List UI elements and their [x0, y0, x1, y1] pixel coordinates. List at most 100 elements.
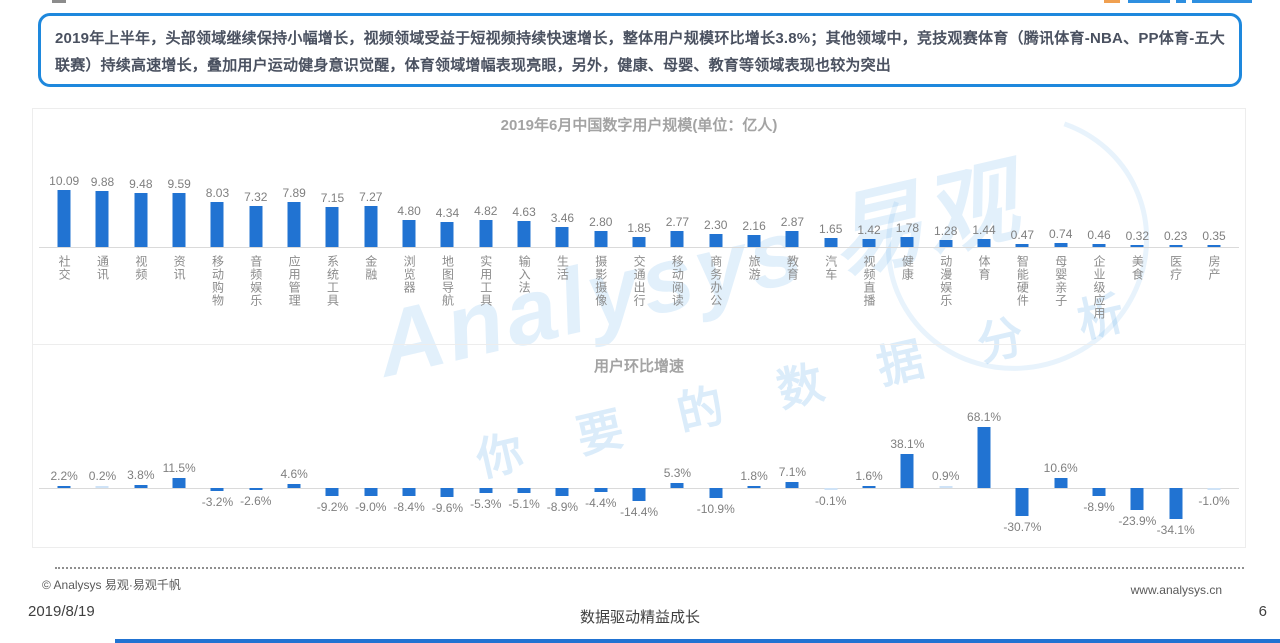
- chart1-column: 0.47: [1003, 140, 1041, 247]
- chart1-title: 2019年6月中国数字用户规模(单位：亿人): [500, 117, 778, 134]
- chart1-category: 体育: [965, 255, 1003, 320]
- chart1-category: 汽车: [812, 255, 850, 320]
- chart1-bar: [555, 227, 569, 247]
- chart1-column: 1.65: [812, 140, 850, 247]
- chart2-bar: [900, 453, 914, 488]
- chart1-category-label: 音频娱乐: [248, 255, 263, 307]
- chart1-value-label: 4.34: [435, 206, 460, 221]
- chart1-category: 健康: [888, 255, 926, 320]
- chart1-category: 资讯: [160, 255, 198, 320]
- chart1-category-label: 企业级应用: [1092, 255, 1107, 320]
- chart2-column: -9.2%: [313, 379, 351, 544]
- chart1-category-label: 商务办公: [708, 255, 723, 307]
- chart1-category-label: 旅游: [747, 255, 762, 281]
- chart2-bar: [517, 488, 531, 493]
- chart1-bar: [862, 238, 876, 247]
- chart1-value-label: 0.23: [1163, 229, 1188, 243]
- chart2-bar: [824, 488, 838, 490]
- chart1-value-label: 8.03: [205, 185, 230, 200]
- chart2-column: 2.2%: [45, 379, 83, 544]
- chart2-value-label: -8.9%: [1083, 500, 1115, 514]
- chart1-bar: [900, 236, 914, 247]
- chart1-category: 商务办公: [697, 255, 735, 320]
- chart1-category: 生活: [543, 255, 581, 320]
- chart1-value-label: 2.30: [704, 218, 728, 233]
- chart1-category-label: 社交: [57, 255, 72, 281]
- chart2-column: -4.4%: [582, 379, 620, 544]
- chart1-category-label: 汽车: [823, 255, 838, 281]
- chart1-bar: [1207, 245, 1221, 247]
- chart1-column: 4.63: [505, 140, 543, 247]
- chart1-column: 0.46: [1080, 140, 1118, 247]
- chart2-value-label: 1.8%: [740, 469, 768, 483]
- chart1-bar: [95, 191, 109, 247]
- chart1-category-label: 摄影摄像: [593, 255, 608, 307]
- chart2-column: -1.0%: [1195, 379, 1233, 544]
- chart1-category: 动漫娱乐: [927, 255, 965, 320]
- chart1-value-label: 7.89: [282, 186, 306, 201]
- chart1-category: 视频直播: [850, 255, 888, 320]
- chart1-category-label: 移动阅读: [670, 255, 685, 307]
- chart1-bar: [977, 238, 991, 247]
- chart1-category: 应用管理: [275, 255, 313, 320]
- chart1-value-label: 1.28: [934, 223, 958, 238]
- chart1-bar: [785, 230, 799, 247]
- chart2-bar: [632, 488, 646, 501]
- chart2-bar: [747, 486, 761, 488]
- chart2-value-label: -5.1%: [508, 496, 540, 511]
- chart2-value-label: -10.9%: [696, 501, 735, 516]
- chart2-value-label: -34.1%: [1156, 522, 1195, 537]
- chart2-column: -3.2%: [198, 379, 236, 544]
- chart2-column: 3.8%: [122, 379, 160, 544]
- logo-fragment-blue: [1128, 0, 1170, 3]
- chart2-bar: [555, 488, 569, 496]
- chart1-category-label: 系统工具: [325, 255, 340, 307]
- chart1-column: 7.89: [275, 140, 313, 247]
- chart1-category: 社交: [45, 255, 83, 320]
- chart1-value-label: 3.46: [550, 211, 575, 226]
- chart1-column: 2.77: [658, 140, 696, 247]
- chart2-column: 0.9%: [927, 379, 965, 544]
- chart-user-scale: 2019年6月中国数字用户规模(单位：亿人) 10.09 9.88 9.48 9.59…: [32, 108, 1246, 345]
- chart1-category-label: 医疗: [1168, 255, 1183, 281]
- chart2-value-label: -14.4%: [620, 504, 659, 519]
- chart2-value-label: 1.6%: [855, 469, 883, 483]
- chart1-column: 1.42: [850, 140, 888, 247]
- chart2-value-label: 3.8%: [127, 467, 155, 482]
- chart2-column: 5.3%: [658, 379, 696, 544]
- chart2-bar: [862, 486, 876, 488]
- chart1-category-label: 母婴亲子: [1053, 255, 1068, 307]
- chart2-bar: [57, 486, 71, 488]
- chart1-category: 音频娱乐: [237, 255, 275, 320]
- chart1-category: 地图导航: [428, 255, 466, 320]
- chart1-value-label: 0.32: [1125, 229, 1150, 243]
- chart1-category-label: 视频直播: [862, 255, 877, 307]
- chart1-column: 0.32: [1118, 140, 1156, 247]
- chart2-title: 用户环比增速: [593, 358, 684, 375]
- chart1-column: 7.32: [237, 140, 275, 247]
- chart2-bar: [325, 488, 339, 497]
- chart1-category: 系统工具: [313, 255, 351, 320]
- chart1-category: 移动购物: [198, 255, 236, 320]
- chart1-value-label: 9.48: [129, 177, 153, 192]
- report-date: 2019/8/19: [28, 603, 95, 620]
- chart1-column: 1.85: [620, 140, 658, 247]
- chart1-bar: [1169, 245, 1183, 247]
- chart2-column: -5.3%: [467, 379, 505, 544]
- chart1-category-label: 交通出行: [632, 255, 647, 307]
- chart1-value-label: 4.63: [512, 204, 536, 219]
- chart1-category: 通讯: [83, 255, 121, 320]
- chart1-value-label: 10.09: [49, 174, 80, 188]
- chart2-bar: [1092, 488, 1106, 496]
- chart1-column: 2.30: [697, 140, 735, 247]
- chart1-bar: [172, 192, 186, 247]
- chart2-column: -8.9%: [543, 379, 581, 544]
- chart1-category: 企业级应用: [1080, 255, 1118, 320]
- chart2-bar: [210, 488, 224, 491]
- chart1-value-label: 9.59: [167, 176, 191, 191]
- chart2-value-label: 4.6%: [280, 466, 308, 481]
- chart1-category: 移动阅读: [658, 255, 696, 320]
- chart2-bar: [977, 426, 991, 488]
- chart2-bar: [1130, 488, 1144, 510]
- chart2-value-label: -9.0%: [355, 500, 387, 515]
